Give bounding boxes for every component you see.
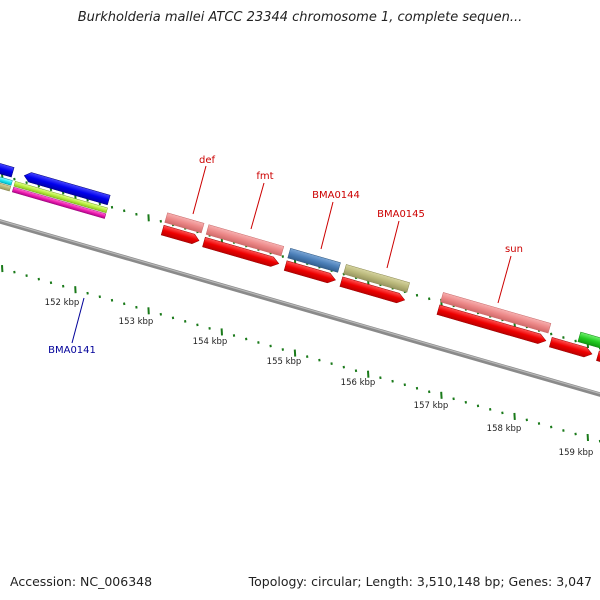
axis-label: 155 kbp	[267, 357, 302, 367]
axis-label: 157 kbp	[414, 401, 449, 411]
cds-BMA0144-arrow[interactable]	[283, 260, 337, 285]
def-leader-line	[192, 165, 207, 215]
cds-sun-arrow[interactable]	[436, 304, 547, 346]
gene-label-def[interactable]: def	[199, 155, 216, 166]
axis-label: 158 kbp	[487, 424, 522, 434]
sequence-backbone	[0, 219, 600, 397]
map-title: Burkholderia mallei ATCC 23344 chromosom…	[77, 10, 523, 25]
cds-left-small-arrow[interactable]	[0, 152, 15, 178]
cds-BMA0145-arrow[interactable]	[339, 276, 406, 305]
cds-def-arrow[interactable]	[160, 224, 200, 245]
gene-label-BMA0145[interactable]: BMA0145	[377, 209, 425, 220]
cds-edge-arrow[interactable]	[596, 350, 600, 376]
cds-next-arrow[interactable]	[549, 337, 593, 359]
axis-label: 159 kbp	[559, 448, 594, 458]
axis-label: 154 kbp	[193, 337, 228, 347]
feature-khaki-bar[interactable]	[0, 177, 12, 192]
accession-text: Accession: NC_006348	[10, 574, 153, 589]
gene-BMA0144-feature[interactable]	[287, 247, 341, 273]
sun-leader-line	[497, 255, 512, 304]
gene-label-sun[interactable]: sun	[505, 244, 523, 255]
gene-label-BMA0141[interactable]: BMA0141	[48, 345, 96, 356]
feature-magenta-bar[interactable]	[11, 186, 107, 219]
gene-label-fmt[interactable]: fmt	[256, 171, 273, 182]
BMA0141-leader-line	[71, 297, 85, 344]
axis-label: 152 kbp	[45, 298, 80, 308]
gene-def-feature[interactable]	[164, 212, 205, 234]
axis-label: 153 kbp	[119, 317, 154, 327]
cds-fmt-arrow[interactable]	[202, 236, 280, 268]
fmt-leader-line	[250, 182, 265, 230]
gene-label-BMA0144[interactable]: BMA0144	[312, 190, 360, 201]
topology-summary-text: Topology: circular; Length: 3,510,148 bp…	[248, 574, 592, 589]
gene-sun-feature[interactable]	[440, 292, 552, 334]
feature-lime-bar[interactable]	[13, 181, 108, 214]
axis-label: 156 kbp	[341, 378, 376, 388]
gene-fmt-feature[interactable]	[205, 224, 285, 257]
gene-BMA0145-feature[interactable]	[343, 264, 410, 293]
cds-blue-reverse-arrow[interactable]	[23, 171, 111, 206]
feature-cyan-bar[interactable]	[0, 171, 13, 186]
position-axis-labels: 152 kbp 153 kbp 154 kbp 155 kbp 156 kbp …	[45, 298, 594, 458]
lower-tick-track	[1, 265, 600, 443]
backbone-highlight	[0, 219, 600, 395]
BMA0145-leader-line	[386, 220, 400, 269]
BMA0144-leader-line	[320, 201, 334, 250]
